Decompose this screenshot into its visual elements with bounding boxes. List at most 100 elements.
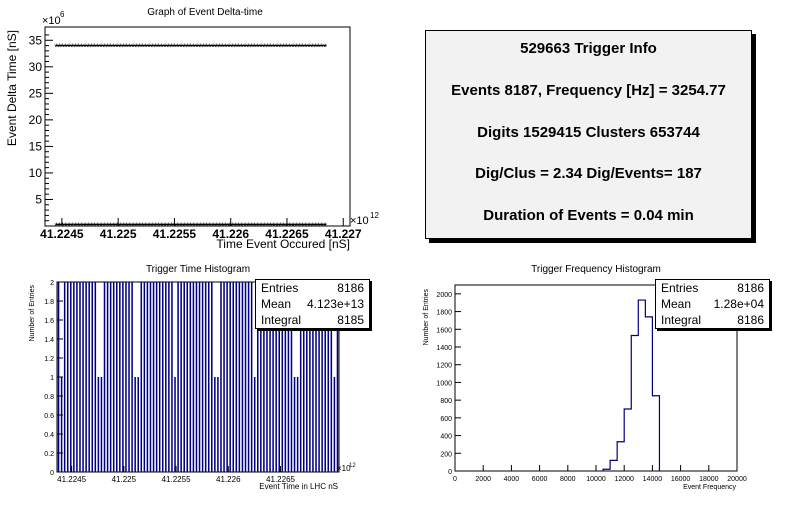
upper-point: * [70,43,74,54]
stats-row-mean: Mean 1.28e+04 [656,296,769,312]
upper-point: * [166,43,170,54]
histogram-bar [161,282,164,472]
lower-point: * [192,221,196,232]
y-tick-label: 0.6 [44,413,54,420]
stats-box-frequency: Entries 8186 Mean 1.28e+04 Integral 8186 [655,279,770,329]
histogram-bar [82,282,84,472]
y-tick-label: 30 [29,60,43,74]
x-tick-label: 14000 [643,476,663,483]
histogram-bar [106,282,109,472]
y-tick-label: 1600 [436,327,452,334]
histogram-bar [336,282,339,472]
upper-point: * [214,43,218,54]
y-tick-label: 1.4 [44,337,54,344]
histogram-bar [235,282,238,472]
lower-point: * [259,221,263,232]
histogram-bar [112,282,115,472]
histogram-bar [85,282,87,472]
lower-point: * [243,221,247,232]
lower-point: * [266,221,270,232]
histogram-bar [177,282,179,472]
histogram-bar [168,282,170,472]
y-tick-label: 20 [29,113,43,127]
histogram-bar [238,282,241,472]
lower-point: * [102,221,106,232]
y-tick-label: 1400 [436,345,452,352]
histogram-bar [134,377,136,472]
histogram-bar [91,282,94,472]
upper-point: * [202,43,206,54]
histogram-bar [293,377,296,472]
lower-point: * [317,221,321,232]
stats-row-entries: Entries 8186 [256,280,369,296]
upper-point: * [218,43,222,54]
upper-point: * [304,43,308,54]
y-tick-label: 10 [29,166,43,180]
histogram-bar [183,282,185,472]
lower-point: * [67,221,71,232]
upper-point: * [272,43,276,54]
upper-point: * [67,43,71,54]
histogram-bar [174,377,176,472]
y-tick-label: 35 [29,33,43,47]
histogram-bar [299,282,302,472]
histogram-bar [79,282,81,472]
upper-point: * [160,43,164,54]
histogram-bar [217,377,219,472]
stats-value: 8186 [337,281,364,295]
stats-value: 1.28e+04 [713,297,764,311]
x-tick-label: 16000 [671,476,691,483]
upper-point: * [307,43,311,54]
upper-point: * [80,43,84,54]
upper-point: * [83,43,87,54]
y-exponent-base: ×10 [42,15,61,27]
histogram-bar [232,282,235,472]
histogram-bar [263,282,265,472]
x-tick-label: 41.227 [325,227,362,241]
lower-point: * [90,221,94,232]
upper-point: * [102,43,106,54]
y-tick-label: 1 [50,375,54,382]
upper-point: * [240,43,244,54]
lower-point: * [189,221,193,232]
lower-point: * [198,221,202,232]
histogram-bar [97,377,100,472]
upper-point: * [125,43,129,54]
y-tick-label: 1000 [436,380,452,387]
y-tick-label: 800 [440,398,452,405]
histogram-bar [207,282,210,472]
upper-point: * [182,43,186,54]
histogram-bar [306,282,308,472]
upper-point: * [138,43,142,54]
y-axis-label: Number of Entries [29,285,36,342]
x-tick-label: 2000 [475,476,491,483]
upper-point: * [118,43,122,54]
lower-point: * [253,221,257,232]
histogram-bar [171,282,173,472]
histogram-bar [247,282,250,472]
lower-point: * [282,221,286,232]
y-axis-label: Event Delta Time [nS] [5,30,19,146]
y-tick-label: 2000 [436,292,452,299]
info-duration: Duration of Events = 0.04 min [483,207,694,224]
upper-point: * [298,43,302,54]
lower-point: * [230,221,234,232]
histogram-bar [137,377,139,472]
histogram-bar [330,282,333,472]
lower-point: * [214,221,218,232]
lower-point: * [221,221,225,232]
upper-point: * [227,43,231,54]
lower-point: * [294,221,298,232]
upper-point: * [269,43,273,54]
histogram-bar [241,282,244,472]
upper-point: * [112,43,116,54]
x-tick-label: 41.225 [100,227,137,241]
upper-point: * [96,43,100,54]
lower-point: * [240,221,244,232]
lower-point: * [262,221,266,232]
info-digits: Digits 1529415 Clusters 653744 [477,124,700,141]
y-tick-label: 1800 [436,310,452,317]
info-ratios: Dig/Clus = 2.34 Dig/Events= 187 [475,165,702,182]
x-tick-label: 41.2265 [265,227,309,241]
upper-point: * [173,43,177,54]
